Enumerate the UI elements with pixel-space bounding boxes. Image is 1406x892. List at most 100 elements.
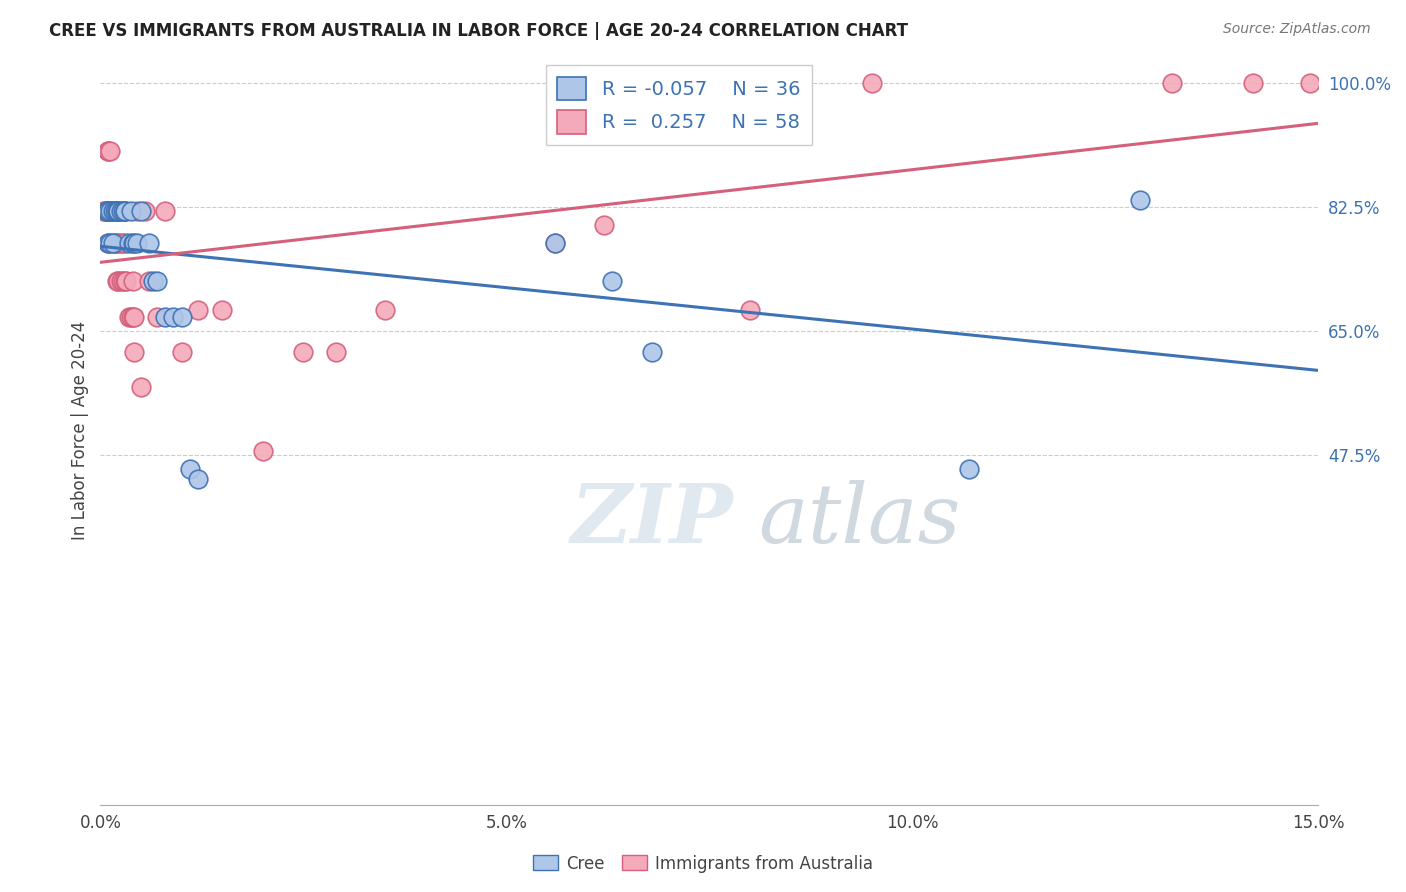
- Point: [118, 235, 141, 250]
- Point: [96, 203, 118, 218]
- Point: [104, 235, 127, 250]
- Point: [104, 203, 127, 218]
- Point: [97, 235, 120, 250]
- Point: [110, 203, 132, 218]
- Point: [107, 235, 129, 250]
- Point: [146, 310, 169, 324]
- Point: [121, 310, 143, 324]
- Point: [125, 235, 148, 250]
- Point: [96, 203, 118, 218]
- Point: [1299, 77, 1322, 91]
- Point: [1161, 77, 1184, 91]
- Point: [325, 345, 347, 359]
- Point: [146, 274, 169, 288]
- Point: [105, 203, 128, 218]
- Point: [138, 274, 160, 288]
- Point: [105, 203, 128, 218]
- Point: [592, 218, 614, 232]
- Point: [110, 235, 132, 250]
- Legend: Cree, Immigrants from Australia: Cree, Immigrants from Australia: [526, 848, 880, 880]
- Point: [97, 203, 120, 218]
- Point: [115, 274, 138, 288]
- Point: [105, 235, 128, 250]
- Point: [124, 345, 146, 359]
- Point: [860, 77, 883, 91]
- Point: [93, 203, 115, 218]
- Point: [101, 203, 124, 218]
- Point: [1241, 77, 1264, 91]
- Point: [641, 345, 664, 359]
- Text: CREE VS IMMIGRANTS FROM AUSTRALIA IN LABOR FORCE | AGE 20-24 CORRELATION CHART: CREE VS IMMIGRANTS FROM AUSTRALIA IN LAB…: [49, 22, 908, 40]
- Point: [138, 235, 160, 250]
- Legend: R = -0.057    N = 36, R =  0.257    N = 58: R = -0.057 N = 36, R = 0.257 N = 58: [546, 65, 813, 145]
- Point: [124, 235, 146, 250]
- Y-axis label: In Labor Force | Age 20-24: In Labor Force | Age 20-24: [72, 320, 89, 540]
- Point: [292, 345, 315, 359]
- Point: [93, 203, 115, 218]
- Point: [101, 235, 124, 250]
- Point: [162, 310, 184, 324]
- Text: atlas: atlas: [758, 480, 960, 560]
- Point: [373, 302, 395, 317]
- Point: [97, 144, 120, 158]
- Point: [98, 235, 121, 250]
- Point: [114, 203, 136, 218]
- Point: [114, 274, 136, 288]
- Point: [112, 203, 135, 218]
- Point: [1129, 193, 1152, 207]
- Point: [211, 302, 233, 317]
- Point: [105, 203, 128, 218]
- Point: [114, 235, 136, 250]
- Text: ZIP: ZIP: [571, 480, 734, 560]
- Point: [187, 302, 209, 317]
- Point: [97, 203, 120, 218]
- Point: [125, 203, 148, 218]
- Point: [110, 274, 132, 288]
- Point: [155, 310, 177, 324]
- Point: [957, 462, 980, 476]
- Point: [98, 144, 121, 158]
- Point: [187, 472, 209, 486]
- Point: [179, 462, 201, 476]
- Point: [97, 203, 120, 218]
- Point: [124, 310, 146, 324]
- Point: [544, 235, 567, 250]
- Point: [120, 310, 142, 324]
- Point: [114, 203, 136, 218]
- Point: [98, 203, 121, 218]
- Point: [107, 203, 129, 218]
- Point: [114, 203, 136, 218]
- Point: [129, 380, 152, 394]
- Point: [129, 203, 152, 218]
- Point: [104, 203, 127, 218]
- Point: [600, 274, 623, 288]
- Point: [101, 203, 124, 218]
- Point: [121, 274, 143, 288]
- Point: [107, 274, 129, 288]
- Point: [104, 235, 127, 250]
- Point: [118, 310, 141, 324]
- Point: [544, 235, 567, 250]
- Point: [97, 203, 120, 218]
- Point: [738, 302, 761, 317]
- Point: [252, 444, 274, 458]
- Point: [170, 310, 193, 324]
- Point: [112, 235, 135, 250]
- Point: [105, 203, 128, 218]
- Point: [101, 203, 124, 218]
- Point: [101, 203, 124, 218]
- Point: [97, 144, 120, 158]
- Point: [121, 235, 143, 250]
- Point: [155, 203, 177, 218]
- Point: [98, 203, 121, 218]
- Point: [96, 203, 118, 218]
- Text: Source: ZipAtlas.com: Source: ZipAtlas.com: [1223, 22, 1371, 37]
- Point: [110, 203, 132, 218]
- Point: [134, 203, 156, 218]
- Point: [112, 274, 135, 288]
- Point: [142, 274, 165, 288]
- Point: [96, 203, 118, 218]
- Point: [97, 235, 120, 250]
- Point: [120, 203, 142, 218]
- Point: [170, 345, 193, 359]
